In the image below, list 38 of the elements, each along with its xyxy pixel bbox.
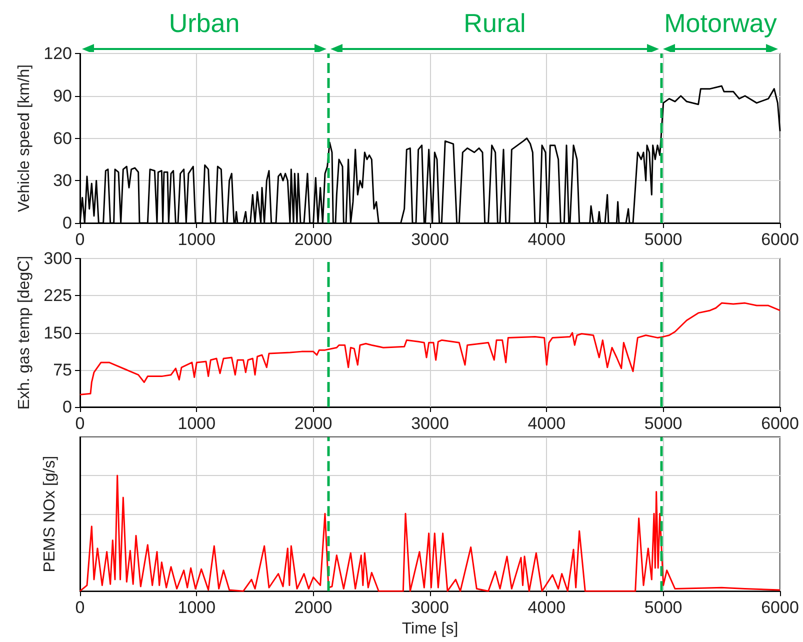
y-tick-label: 300 — [44, 249, 72, 268]
y-tick-label: 60 — [53, 128, 72, 148]
y-axis-title: Vehicle speed [km/h] — [16, 64, 34, 212]
y-tick-label: 0 — [62, 214, 72, 232]
x-tick-label: 2000 — [294, 414, 332, 433]
x-tick-label: 2000 — [294, 230, 332, 249]
x-tick-label: 3000 — [411, 414, 449, 433]
text: Motorway — [664, 8, 777, 39]
text: Rural — [464, 8, 526, 39]
x-tick-label: 6000 — [761, 230, 799, 249]
x-tick-label: 0 — [75, 598, 85, 618]
y-axis-title: Exh. gas temp [degC] — [16, 256, 34, 410]
text: Urban — [168, 8, 240, 39]
x-axis-title: Time [s] — [402, 620, 458, 638]
x-tick-label: 4000 — [528, 598, 566, 618]
x-tick-label: 3000 — [411, 598, 449, 618]
x-tick-label: 5000 — [644, 230, 682, 249]
x-tick-label: 4000 — [528, 230, 566, 249]
x-tick-label: 6000 — [761, 414, 799, 433]
y-tick-label: 75 — [53, 360, 72, 380]
x-tick-label: 6000 — [761, 598, 799, 618]
y-tick-label: 120 — [44, 44, 72, 63]
x-tick-label: 5000 — [644, 414, 682, 433]
x-tick-label: 4000 — [528, 414, 566, 433]
x-tick-label: 1000 — [178, 598, 216, 618]
y-tick-label: 225 — [44, 286, 72, 306]
y-axis-title: PEMS NOx [g/s] — [42, 456, 58, 572]
x-tick-label: 5000 — [644, 598, 682, 618]
y-tick-label: 150 — [44, 323, 72, 342]
y-tick-label: 0 — [62, 398, 72, 416]
x-tick-label: 1000 — [178, 414, 216, 433]
x-tick-label: 3000 — [411, 230, 449, 249]
y-tick-label: 90 — [53, 86, 72, 106]
x-tick-label: 1000 — [178, 230, 216, 249]
x-tick-label: 0 — [75, 414, 85, 433]
x-tick-label: 2000 — [294, 598, 332, 618]
y-tick-label: 30 — [53, 171, 72, 190]
x-tick-label: 0 — [75, 230, 85, 249]
